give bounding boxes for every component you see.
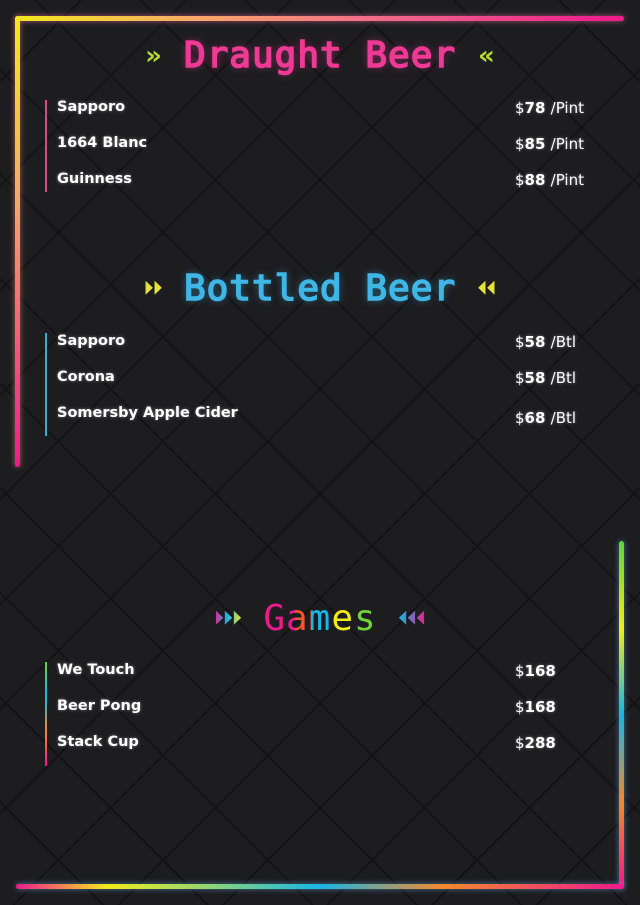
triple-play-icon: ⏵⏵⏵	[214, 608, 242, 629]
section-accent-bar	[45, 662, 47, 766]
frame-bottom-line	[16, 884, 624, 889]
bottled-beer-heading: ⏵⏵ Bottled Beer ⏴⏴	[0, 268, 640, 309]
item-name: Sapporo	[57, 99, 126, 115]
menu-item: We Touch $168	[57, 662, 617, 680]
item-price: $168	[515, 662, 556, 680]
item-name: Somersby Apple Cider	[57, 405, 238, 421]
item-price: $88 /Pint	[515, 171, 584, 189]
item-price: $58 /Btl	[515, 369, 576, 387]
frame-top-line	[16, 16, 624, 21]
section-title: Bottled Beer	[183, 268, 457, 309]
games-heading: ⏵⏵⏵ Games ⏴⏴⏴	[0, 601, 640, 637]
item-price: $78 /Pint	[515, 99, 584, 117]
item-price: $288	[515, 734, 556, 752]
price-value: 58	[524, 369, 546, 387]
item-name: Stack Cup	[57, 734, 139, 750]
draught-beer-heading: » Draught Beer «	[0, 35, 640, 76]
item-name: Sapporo	[57, 333, 126, 349]
menu-item: Beer Pong $168	[57, 698, 617, 716]
price-value: 85	[524, 135, 546, 153]
item-name: 1664 Blanc	[57, 135, 148, 151]
price-unit: /Pint	[550, 171, 584, 189]
item-price: $58 /Btl	[515, 333, 576, 351]
currency-symbol: $	[515, 734, 525, 752]
price-unit: /Pint	[550, 99, 584, 117]
item-name: Beer Pong	[57, 698, 142, 714]
item-name: Corona	[57, 369, 115, 385]
currency-symbol: $	[515, 409, 525, 427]
menu-item: Sapporo $78 /Pint	[57, 99, 617, 117]
item-price: $68 /Btl	[515, 409, 576, 427]
double-play-icon: ⏵⏵	[143, 278, 162, 299]
section-title: Draught Beer	[183, 35, 457, 76]
menu-item: Sapporo $58 /Btl	[57, 333, 617, 351]
menu-item: Corona $58 /Btl	[57, 369, 617, 387]
currency-symbol: $	[515, 99, 525, 117]
price-value: 58	[524, 333, 546, 351]
price-value: 168	[524, 662, 556, 680]
frame-left-line	[15, 16, 20, 467]
item-name: Guinness	[57, 171, 132, 187]
section-accent-bar	[45, 333, 47, 436]
currency-symbol: $	[515, 135, 525, 153]
menu-item: Somersby Apple Cider $68 /Btl	[57, 405, 617, 427]
currency-symbol: $	[515, 369, 525, 387]
double-rewind-icon: ⏴⏴	[478, 278, 497, 299]
menu-item: Stack Cup $288	[57, 734, 617, 752]
currency-symbol: $	[515, 333, 525, 351]
currency-symbol: $	[515, 662, 525, 680]
section-accent-bar	[45, 100, 47, 192]
item-price: $85 /Pint	[515, 135, 584, 153]
currency-symbol: $	[515, 171, 525, 189]
price-value: 68	[524, 409, 546, 427]
price-unit: /Btl	[550, 369, 577, 387]
price-unit: /Btl	[550, 409, 577, 427]
price-value: 168	[524, 698, 556, 716]
item-price: $168	[515, 698, 556, 716]
price-value: 288	[524, 734, 556, 752]
chevron-right-icon: »	[145, 41, 162, 71]
frame-right-line	[619, 541, 624, 889]
menu-item: Guinness $88 /Pint	[57, 171, 617, 189]
currency-symbol: $	[515, 698, 525, 716]
triple-rewind-icon: ⏴⏴⏴	[398, 608, 426, 629]
price-unit: /Btl	[550, 333, 577, 351]
price-value: 78	[524, 99, 546, 117]
menu-item: 1664 Blanc $85 /Pint	[57, 135, 617, 153]
section-title: Games	[263, 598, 377, 639]
price-unit: /Pint	[550, 135, 584, 153]
price-value: 88	[524, 171, 546, 189]
item-name: We Touch	[57, 662, 135, 678]
chevron-left-icon: «	[478, 41, 495, 71]
